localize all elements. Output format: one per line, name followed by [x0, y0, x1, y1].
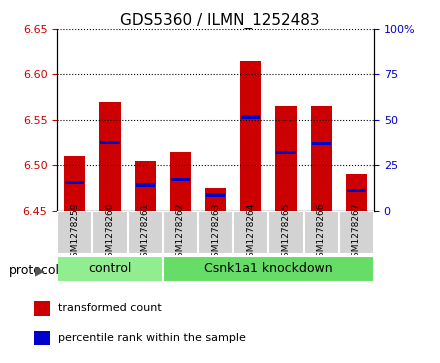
Bar: [205, 188, 226, 211]
Bar: [34, 301, 50, 315]
Text: GSM1278260: GSM1278260: [106, 202, 114, 262]
Bar: [240, 61, 261, 211]
Bar: [99, 102, 121, 211]
Bar: [347, 189, 366, 192]
Bar: [64, 156, 85, 211]
Bar: [170, 151, 191, 211]
FancyBboxPatch shape: [163, 211, 198, 254]
Text: Csnk1a1 knockdown: Csnk1a1 knockdown: [204, 261, 333, 274]
Text: GSM1278262: GSM1278262: [176, 202, 185, 262]
FancyBboxPatch shape: [92, 211, 128, 254]
FancyBboxPatch shape: [304, 211, 339, 254]
FancyBboxPatch shape: [198, 211, 233, 254]
FancyBboxPatch shape: [268, 211, 304, 254]
Bar: [312, 142, 331, 145]
Bar: [275, 106, 297, 211]
Bar: [276, 151, 296, 154]
Text: transformed count: transformed count: [58, 303, 161, 313]
Text: GSM1278264: GSM1278264: [246, 202, 255, 262]
FancyBboxPatch shape: [233, 211, 268, 254]
Bar: [346, 174, 367, 211]
Bar: [135, 160, 156, 211]
Text: GSM1278261: GSM1278261: [141, 202, 150, 262]
Bar: [206, 193, 225, 197]
Bar: [311, 106, 332, 211]
Bar: [100, 140, 120, 144]
FancyBboxPatch shape: [57, 211, 92, 254]
FancyBboxPatch shape: [163, 256, 374, 282]
Text: GSM1278267: GSM1278267: [352, 202, 361, 262]
Text: percentile rank within the sample: percentile rank within the sample: [58, 333, 246, 343]
Bar: [65, 181, 84, 184]
Text: protocol: protocol: [9, 264, 60, 277]
Text: GSM1278263: GSM1278263: [211, 202, 220, 262]
Text: GSM1278266: GSM1278266: [317, 202, 326, 262]
Bar: [136, 183, 155, 187]
Text: GSM1278265: GSM1278265: [282, 202, 290, 262]
FancyBboxPatch shape: [339, 211, 374, 254]
Bar: [34, 331, 50, 345]
FancyBboxPatch shape: [57, 256, 163, 282]
Text: ▶: ▶: [35, 264, 44, 277]
Bar: [171, 178, 190, 182]
Text: GDS5360 / ILMN_1252483: GDS5360 / ILMN_1252483: [120, 13, 320, 29]
Bar: [241, 115, 260, 119]
Text: GSM1278259: GSM1278259: [70, 202, 79, 262]
Text: control: control: [88, 261, 132, 274]
FancyBboxPatch shape: [128, 211, 163, 254]
